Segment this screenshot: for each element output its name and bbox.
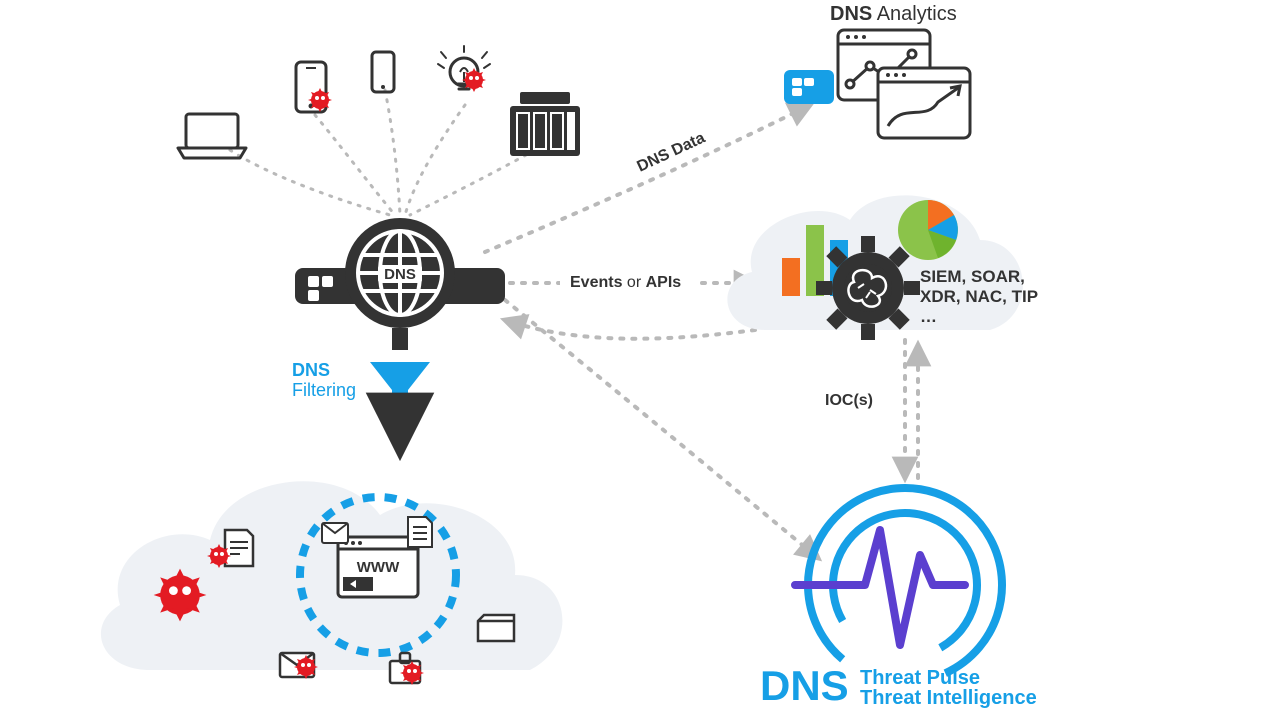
- dns-hub: DNS: [295, 218, 505, 350]
- edge-laptop: [230, 150, 390, 215]
- svg-text:WWW: WWW: [357, 559, 400, 576]
- dns-filtering: DNS Filtering: [292, 360, 430, 444]
- edge-phone1: [315, 115, 395, 215]
- www-cloud: WWW: [101, 481, 563, 685]
- phone-icon: [372, 52, 394, 92]
- svg-text:Threat Intelligence: Threat Intelligence: [860, 687, 1037, 709]
- svg-text:DNS: DNS: [292, 360, 330, 380]
- svg-text:SIEM, SOAR,: SIEM, SOAR,: [920, 267, 1025, 286]
- svg-text:DNS: DNS: [760, 662, 849, 709]
- ai-cloud: SIEM, SOAR, XDR, NAC, TIP …: [727, 195, 1038, 340]
- edge-to-tp: [505, 300, 818, 558]
- svg-text:DNS Analytics: DNS Analytics: [830, 3, 957, 25]
- svg-text:…: …: [920, 307, 937, 326]
- bulb-malware-icon: [438, 46, 490, 92]
- nas-icon: [510, 92, 580, 156]
- edge-nas: [410, 150, 535, 215]
- edge-phone2: [385, 90, 400, 215]
- svg-text:Threat Pulse: Threat Pulse: [860, 667, 980, 689]
- threat-pulse-label: DNS Threat Pulse Threat Intelligence: [760, 662, 1037, 709]
- svg-text:DNS: DNS: [384, 266, 416, 283]
- svg-text:Events or APIs: Events or APIs: [570, 274, 681, 291]
- label-dns-data: DNS Data: [635, 129, 708, 175]
- label-iocs: IOC(s): [825, 392, 873, 409]
- phone-malware-icon: [296, 62, 332, 112]
- edge-bulb: [405, 105, 465, 215]
- svg-text:Filtering: Filtering: [292, 380, 356, 400]
- svg-text:XDR, NAC, TIP: XDR, NAC, TIP: [920, 287, 1038, 306]
- label-events: Events or APIs: [560, 267, 700, 295]
- dns-analytics: DNS Analytics: [784, 3, 970, 138]
- laptop-icon: [178, 114, 246, 158]
